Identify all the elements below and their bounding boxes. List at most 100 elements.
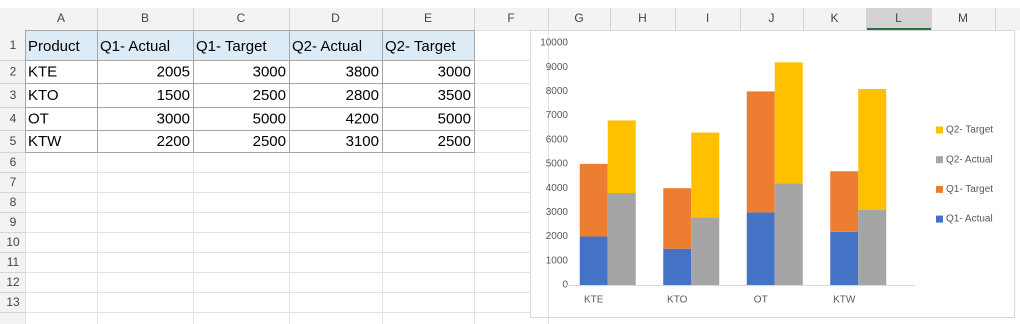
bar-segment: [691, 217, 720, 285]
column-header: A: [57, 11, 65, 25]
column-header: D: [331, 11, 340, 25]
row-header: 2: [10, 65, 17, 79]
y-tick-label: 7000: [546, 110, 569, 121]
y-tick-label: 5000: [546, 159, 569, 170]
row-header: 9: [10, 215, 17, 229]
legend-label: Q2- Target: [946, 125, 993, 136]
bar-segment: [858, 88, 887, 210]
column-header: F: [507, 11, 514, 25]
legend-swatch: [936, 126, 943, 134]
row-header: 1: [10, 38, 17, 52]
table-cell-text: 3100: [346, 133, 379, 150]
table-cell: [25, 30, 98, 61]
x-tick-label: KTW: [833, 295, 856, 306]
bar-segment: [663, 188, 692, 249]
table-cell-text: 2500: [253, 133, 286, 150]
bar-segment: [774, 183, 803, 285]
table-cell: [193, 83, 290, 108]
table-header: Q2- Actual: [292, 38, 362, 55]
table-cell-text: 2005: [157, 63, 190, 80]
table-cell-text: 2800: [346, 87, 379, 104]
row-header: 12: [6, 275, 20, 289]
table-cell-text: KTO: [28, 87, 59, 104]
y-tick-label: 4000: [546, 183, 569, 194]
legend-swatch: [936, 185, 943, 193]
bar-segment: [830, 231, 859, 285]
column-header: H: [638, 11, 647, 25]
legend-swatch: [936, 156, 943, 164]
table-cell-text: 2200: [157, 133, 190, 150]
table-cell: [382, 30, 475, 61]
row-header: 5: [10, 134, 17, 148]
x-tick-label: KTO: [667, 295, 688, 306]
row-header: 11: [7, 255, 20, 269]
column-header: J: [769, 11, 775, 25]
table-header: Q1- Actual: [100, 38, 170, 55]
table-cell: [382, 83, 475, 108]
row-header: 10: [6, 235, 20, 249]
table-header: Product: [28, 38, 81, 55]
y-tick-label: 0: [562, 280, 568, 291]
y-tick-label: 3000: [546, 207, 569, 218]
table-cell-text: 5000: [438, 110, 471, 127]
row-header: 4: [10, 112, 17, 126]
table-cell-text: KTE: [28, 63, 57, 80]
column-header: C: [237, 11, 246, 25]
bar-segment: [691, 132, 720, 218]
y-tick-label: 1000: [546, 255, 569, 266]
y-tick-label: 6000: [546, 134, 569, 145]
table-cell-text: 3000: [157, 110, 190, 127]
column-header: B: [141, 11, 149, 25]
table-cell-text: KTW: [28, 133, 62, 150]
row-header: 3: [10, 88, 17, 102]
row-header: 6: [10, 155, 17, 169]
legend-label: Q2- Actual: [946, 154, 993, 165]
selected-column: [866, 8, 931, 30]
x-tick-label: OT: [754, 295, 768, 306]
table-cell-text: 2500: [438, 133, 471, 150]
table-cell-text: 4200: [346, 110, 379, 127]
bar-segment: [607, 120, 636, 194]
y-tick-label: 2000: [546, 231, 569, 242]
column-header: I: [706, 11, 709, 25]
bar-segment: [746, 212, 775, 285]
column-header: M: [958, 11, 968, 25]
legend-label: Q1- Actual: [946, 214, 993, 225]
legend-swatch: [936, 215, 943, 223]
table-cell: [289, 83, 383, 108]
row-header: 7: [10, 175, 17, 189]
legend-label: Q1- Target: [946, 184, 993, 195]
table-cell: [289, 30, 383, 61]
table-cell: [382, 130, 475, 153]
bar-segment: [579, 163, 608, 237]
row-header: 8: [10, 195, 17, 209]
bar-segment: [607, 193, 636, 285]
y-tick-label: 9000: [546, 62, 569, 73]
table-cell-text: OT: [28, 110, 49, 127]
column-header: L: [895, 11, 902, 25]
table-cell: [97, 83, 194, 108]
table-header: Q2- Target: [385, 38, 456, 55]
table-cell-text: 3000: [438, 63, 471, 80]
table-cell-text: 3800: [346, 63, 379, 80]
bar-segment: [579, 236, 608, 285]
column-header: K: [830, 11, 838, 25]
bar-segment: [746, 91, 775, 213]
bar-segment: [663, 248, 692, 285]
table-cell-text: 3000: [253, 63, 286, 80]
column-header: E: [424, 11, 432, 25]
table-cell: [25, 83, 98, 108]
x-tick-label: KTE: [584, 295, 604, 306]
table-cell-text: 5000: [253, 110, 286, 127]
row-header: 13: [6, 295, 20, 309]
bar-segment: [774, 62, 803, 184]
table-header: Q1- Target: [196, 38, 267, 55]
bar-segment: [830, 171, 859, 232]
bar-segment: [858, 209, 887, 285]
y-tick-label: 10000: [540, 38, 568, 49]
table-cell-text: 3500: [438, 87, 471, 104]
table-cell-text: 2500: [253, 87, 286, 104]
column-header-band: [0, 8, 1020, 30]
